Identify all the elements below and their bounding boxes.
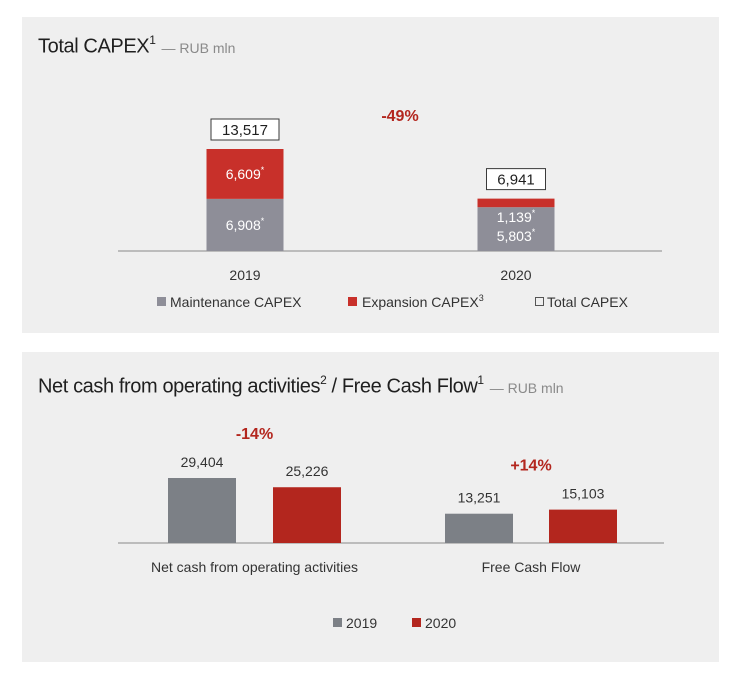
cash-value-fcf-2020: 15,103: [562, 486, 605, 502]
capex-title: Total CAPEX1 — RUB mln: [38, 33, 236, 59]
capex-chart: 6,908* 6,609* 13,517 2019 5,803* 1,139* 6,941 2…: [118, 108, 662, 310]
capex-bar-expansion-2019: [206, 149, 284, 199]
capex-panel: Total CAPEX1— RUB mln 6,908* 6,609* 13,517…: [22, 17, 719, 333]
cash-legend-2019: 2019: [346, 615, 377, 631]
cash-change-net-cash: -14%: [236, 426, 273, 443]
cash-title-mid: / Free Cash Flow: [326, 375, 478, 398]
capex-title-sup: 1: [149, 33, 156, 47]
capex-legend-swatch-total: [535, 297, 544, 306]
capex-label-maintenance-2019: 6,908*: [226, 216, 265, 233]
capex-bar-maintenance-2019: [206, 198, 284, 251]
cash-value-net-cash-2020: 25,226: [286, 463, 329, 479]
capex-legend-expansion: Expansion CAPEX3: [362, 293, 484, 310]
cash-title: Net cash from operating activities2 / Fr…: [38, 373, 564, 399]
capex-label-maintenance-2020: 5,803*: [497, 227, 536, 244]
cash-bar-net-cash-2019: [168, 478, 236, 543]
capex-unit: — RUB mln: [161, 39, 236, 56]
cash-bar-fcf-2020: [549, 509, 617, 543]
cash-legend-2020: 2020: [425, 615, 456, 631]
cash-value-net-cash-2019: 29,404: [181, 454, 224, 470]
cash-bar-net-cash-2020: [273, 487, 341, 543]
cash-panel: Net cash from operating activities2 / Fr…: [22, 352, 719, 662]
cash-bar-fcf-2019: [445, 513, 513, 543]
cash-category-net-cash: Net cash from operating activities: [151, 559, 358, 575]
cash-legend-swatch-2020: [412, 618, 421, 627]
capex-total-box-2020: [486, 168, 546, 191]
capex-title-text: Total CAPEX: [38, 35, 150, 58]
cash-title-text: Net cash from operating activities: [38, 375, 321, 398]
cash-unit: — RUB mln: [489, 379, 564, 396]
capex-label-expansion-2020: 1,139*: [497, 208, 536, 225]
capex-change-label: -49%: [381, 108, 418, 125]
cash-value-fcf-2019: 13,251: [458, 490, 501, 506]
cash-chart: 29,404 25,226 -14% Net cash from operating …: [118, 426, 664, 631]
capex-total-label-2019: 13,517: [222, 122, 268, 139]
capex-bar-expansion-2020: [477, 198, 555, 208]
capex-label-expansion-2019: 6,609*: [226, 165, 265, 182]
capex-category-2020: 2020: [500, 267, 531, 283]
capex-total-box-2019: [210, 118, 280, 141]
capex-legend-swatch-expansion: [348, 297, 357, 306]
capex-total-label-2020: 6,941: [497, 172, 535, 189]
cash-category-fcf: Free Cash Flow: [482, 559, 582, 575]
cash-change-fcf: +14%: [510, 458, 551, 475]
capex-legend-maintenance: Maintenance CAPEX: [170, 294, 302, 310]
cash-title-sup-b: 1: [477, 373, 484, 387]
capex-legend-swatch-maintenance: [157, 297, 166, 306]
capex-legend-total: Total CAPEX: [547, 294, 629, 310]
capex-category-2019: 2019: [229, 267, 260, 283]
capex-bar-maintenance-2020: [477, 207, 555, 251]
cash-legend-swatch-2019: [333, 618, 342, 627]
cash-title-sup-a: 2: [320, 373, 327, 387]
